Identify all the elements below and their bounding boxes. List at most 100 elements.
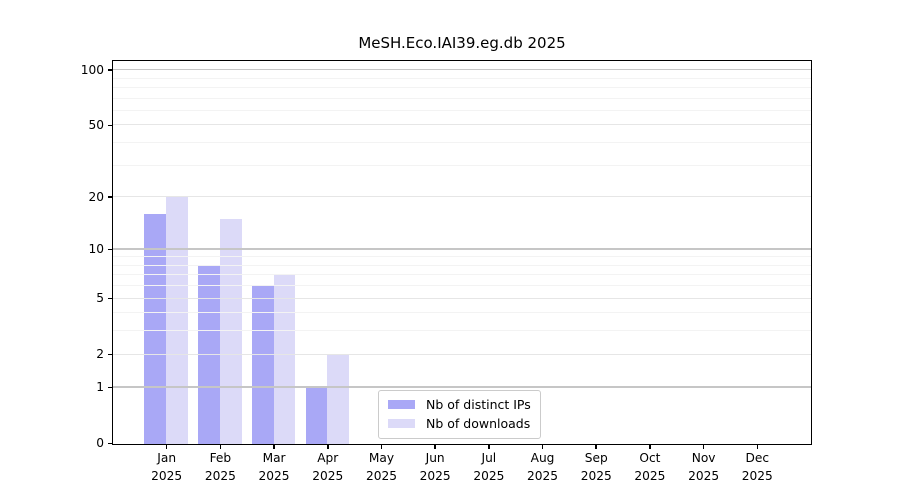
x-label-month: May [368,451,395,465]
bar-distinct-ips-feb [198,265,220,444]
gridline-minor [112,264,811,266]
x-tick-jul [488,445,490,449]
gridline-minor [112,77,811,79]
x-label-month: Feb [209,451,232,465]
gridline-minor [112,330,811,332]
x-label-year: 2025 [741,468,773,483]
x-label-jan: Jan 2025 [138,450,196,485]
legend-row-distinct-ips: Nb of distinct IPs [388,397,531,412]
y-label-2: 2 [96,347,104,362]
x-tick-feb [219,445,222,449]
x-label-year: 2025 [688,468,720,483]
y-tick-2 [107,353,112,356]
gridline-minor [112,274,811,276]
bar-downloads-jan [166,197,188,444]
x-label-year: 2025 [258,468,290,483]
x-label-feb: Feb 2025 [191,450,249,485]
y-label-0: 0 [96,436,104,450]
y-tick-50 [107,124,112,127]
x-tick-jun [434,445,436,449]
x-tick-oct [649,445,651,449]
bar-distinct-ips-mar [251,286,274,444]
gridline-major [112,196,811,198]
x-label-oct: Oct 2025 [621,450,679,485]
x-label-month: Jul [481,451,497,465]
x-label-month: Mar [262,451,286,465]
x-label-sep: Sep 2025 [567,450,625,485]
gridline-minor [112,86,811,88]
x-tick-sep [595,445,597,449]
y-label-10: 10 [88,241,104,256]
gridline-decade [112,248,811,250]
y-label-100: 100 [80,62,104,77]
legend: Nb of distinct IPs Nb of downloads [378,390,541,439]
gridline-minor [112,312,811,314]
gridline-minor [112,256,811,258]
x-label-year: 2025 [527,468,559,483]
gridline-minor [112,285,811,287]
y-label-50: 50 [88,117,104,132]
x-label-year: 2025 [634,468,666,483]
gridline-major [112,353,811,355]
x-tick-jan [165,445,168,449]
legend-label-downloads: Nb of downloads [426,416,531,431]
y-tick-5 [107,297,112,300]
legend-row-downloads: Nb of downloads [388,416,531,431]
grid-layer [112,61,811,444]
y-tick-0 [107,442,112,445]
x-label-month: Aug [530,451,555,465]
bars-layer [113,61,811,444]
legend-label-distinct-ips: Nb of distinct IPs [426,397,531,412]
x-label-month: Dec [745,451,770,465]
x-tick-nov [702,445,705,449]
y-label-1: 1 [96,379,104,394]
x-label-month: Nov [691,451,716,465]
x-label-nov: Nov 2025 [675,450,733,485]
x-label-year: 2025 [151,468,183,483]
x-label-jun: Jun 2025 [406,450,464,485]
chart-title: MeSH.Eco.IAI39.eg.db 2025 [358,34,566,52]
x-label-year: 2025 [312,468,344,483]
x-label-year: 2025 [473,468,505,483]
legend-swatch-downloads [388,418,415,429]
x-label-apr: Apr 2025 [299,450,357,485]
plot-area [111,59,812,445]
y-tick-100 [107,69,112,71]
x-label-dec: Dec 2025 [728,450,786,485]
y-label-5: 5 [96,291,104,306]
bar-downloads-apr [327,354,349,444]
x-label-jul: Jul 2025 [460,450,518,485]
gridline-decade [112,69,811,71]
x-label-month: Sep [584,451,608,465]
y-tick-20 [107,196,112,198]
gridline-minor [112,109,811,111]
gridline-major [112,124,811,126]
x-label-year: 2025 [580,468,612,483]
x-tick-dec [756,445,759,449]
gridline-minor [112,97,811,99]
gridline-decade [112,386,811,388]
x-tick-apr [327,445,329,449]
y-label-20: 20 [88,189,104,204]
x-label-month: Jan [157,451,177,465]
x-label-month: Oct [639,451,661,465]
x-label-month: Jun [425,451,445,465]
x-tick-mar [273,445,275,449]
x-label-may: May 2025 [352,450,410,485]
gridline-minor [112,142,811,144]
x-label-mar: Mar 2025 [245,450,303,485]
x-tick-aug [541,445,544,449]
x-tick-may [380,445,383,449]
x-label-year: 2025 [365,468,397,483]
bar-downloads-mar [273,275,296,444]
x-label-month: Apr [317,451,339,465]
legend-swatch-distinct-ips [388,399,415,410]
x-label-year: 2025 [204,468,236,483]
y-tick-1 [107,386,112,389]
bar-distinct-ips-jan [144,214,167,444]
y-tick-10 [107,248,112,251]
x-label-aug: Aug 2025 [514,450,572,485]
gridline-minor [112,164,811,166]
x-label-year: 2025 [419,468,451,483]
